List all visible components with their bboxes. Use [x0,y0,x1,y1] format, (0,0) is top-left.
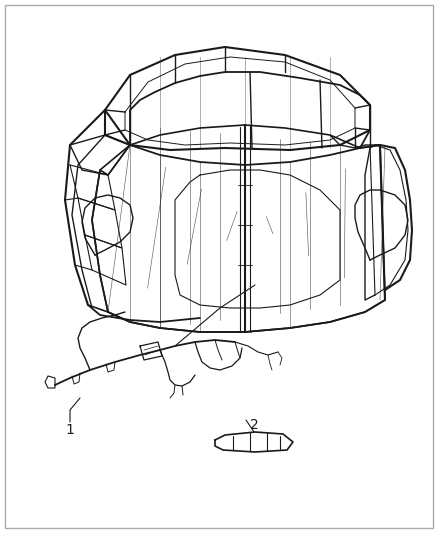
Text: 1: 1 [66,423,74,437]
Text: 2: 2 [250,418,258,432]
